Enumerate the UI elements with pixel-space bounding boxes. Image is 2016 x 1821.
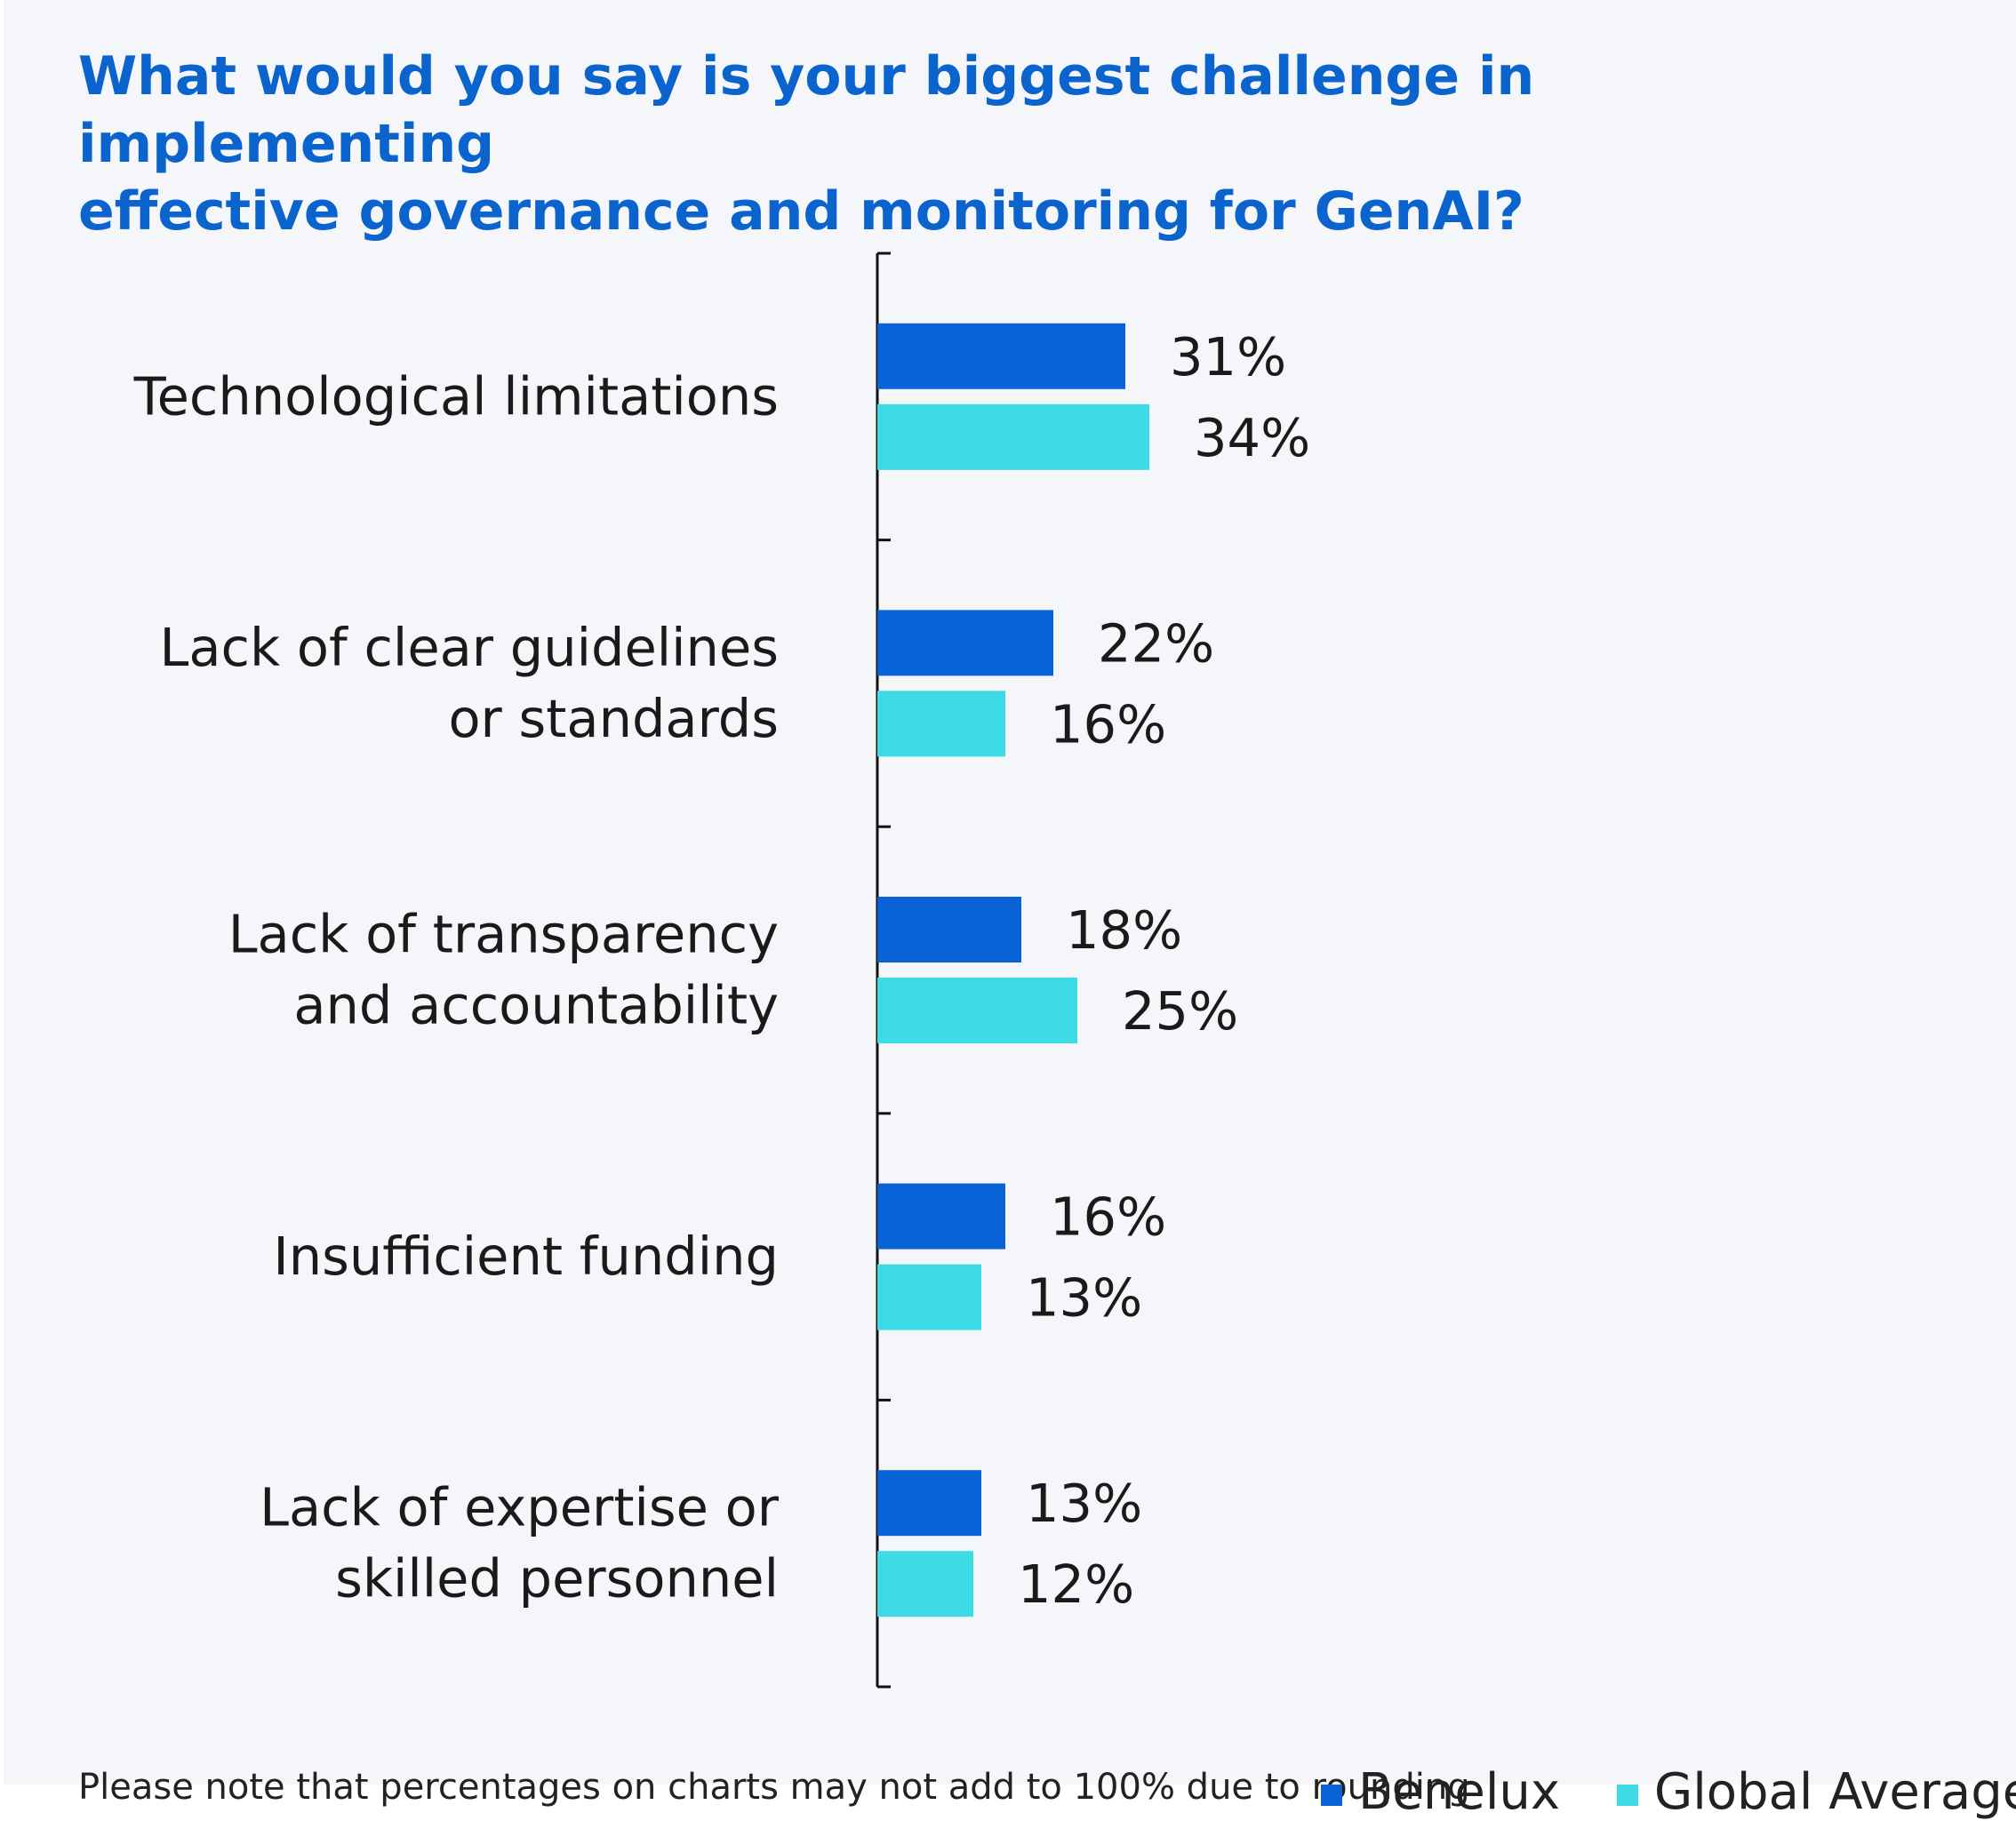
category-label-line: Lack of expertise or [260, 1477, 780, 1538]
data-label: 12% [1018, 1553, 1134, 1615]
chart-title-line-1: What would you say is your biggest chall… [78, 45, 1535, 175]
bar-benelux [877, 1470, 981, 1537]
chart-title-line-2: effective governance and monitoring for … [78, 180, 1524, 243]
category-label: Insufficient funding [273, 1226, 779, 1287]
bar-global-average [877, 1551, 973, 1617]
legend-label-global-average: Global Average [1653, 1763, 2016, 1821]
legend-swatch-global-average [1616, 1784, 1638, 1806]
legend: Benelux Global Average [1321, 1763, 2016, 1821]
bar-global-average [877, 978, 1077, 1043]
category-label: Lack of clear guidelines or standards [159, 617, 779, 749]
bar-benelux [877, 897, 1021, 962]
bar-global-average [877, 1264, 981, 1330]
chart-panel [4, 0, 2016, 1785]
bar-global-average [877, 691, 1005, 757]
category-label: Lack of transparency and accountability [228, 904, 779, 1036]
category-label-line: Lack of transparency [228, 904, 779, 965]
legend-item-global-average: Global Average [1616, 1763, 2016, 1821]
category-label: Technological limitations [133, 365, 779, 427]
data-label: 13% [1026, 1473, 1142, 1534]
category-label-line: or standards [448, 688, 779, 749]
data-label: 34% [1194, 407, 1310, 468]
data-label: 25% [1122, 980, 1238, 1042]
footnote: Please note that percentages on charts m… [78, 1767, 1470, 1808]
category-label-line: skilled personnel [335, 1548, 779, 1609]
category-label-line: Technological limitations [133, 365, 779, 427]
bar-global-average [877, 403, 1149, 470]
legend-label-benelux: Benelux [1358, 1763, 1561, 1821]
data-label: 18% [1066, 899, 1182, 961]
category-label-line: and accountability [293, 975, 779, 1036]
data-label: 16% [1050, 693, 1166, 755]
data-label: 31% [1170, 326, 1286, 387]
data-label: 16% [1050, 1186, 1166, 1248]
bar-benelux [877, 1183, 1005, 1250]
chart-title: What would you say is your biggest chall… [78, 43, 1856, 245]
legend-swatch-benelux [1321, 1784, 1342, 1806]
bar-benelux [877, 323, 1125, 389]
category-label-line: Lack of clear guidelines [159, 617, 779, 678]
category-label-line: Insufficient funding [273, 1226, 779, 1287]
category-label: Lack of expertise or skilled personnel [260, 1477, 780, 1609]
data-label: 13% [1026, 1267, 1142, 1329]
bar-benelux [877, 610, 1053, 676]
legend-item-benelux: Benelux [1321, 1763, 1560, 1821]
data-label: 22% [1098, 612, 1214, 674]
